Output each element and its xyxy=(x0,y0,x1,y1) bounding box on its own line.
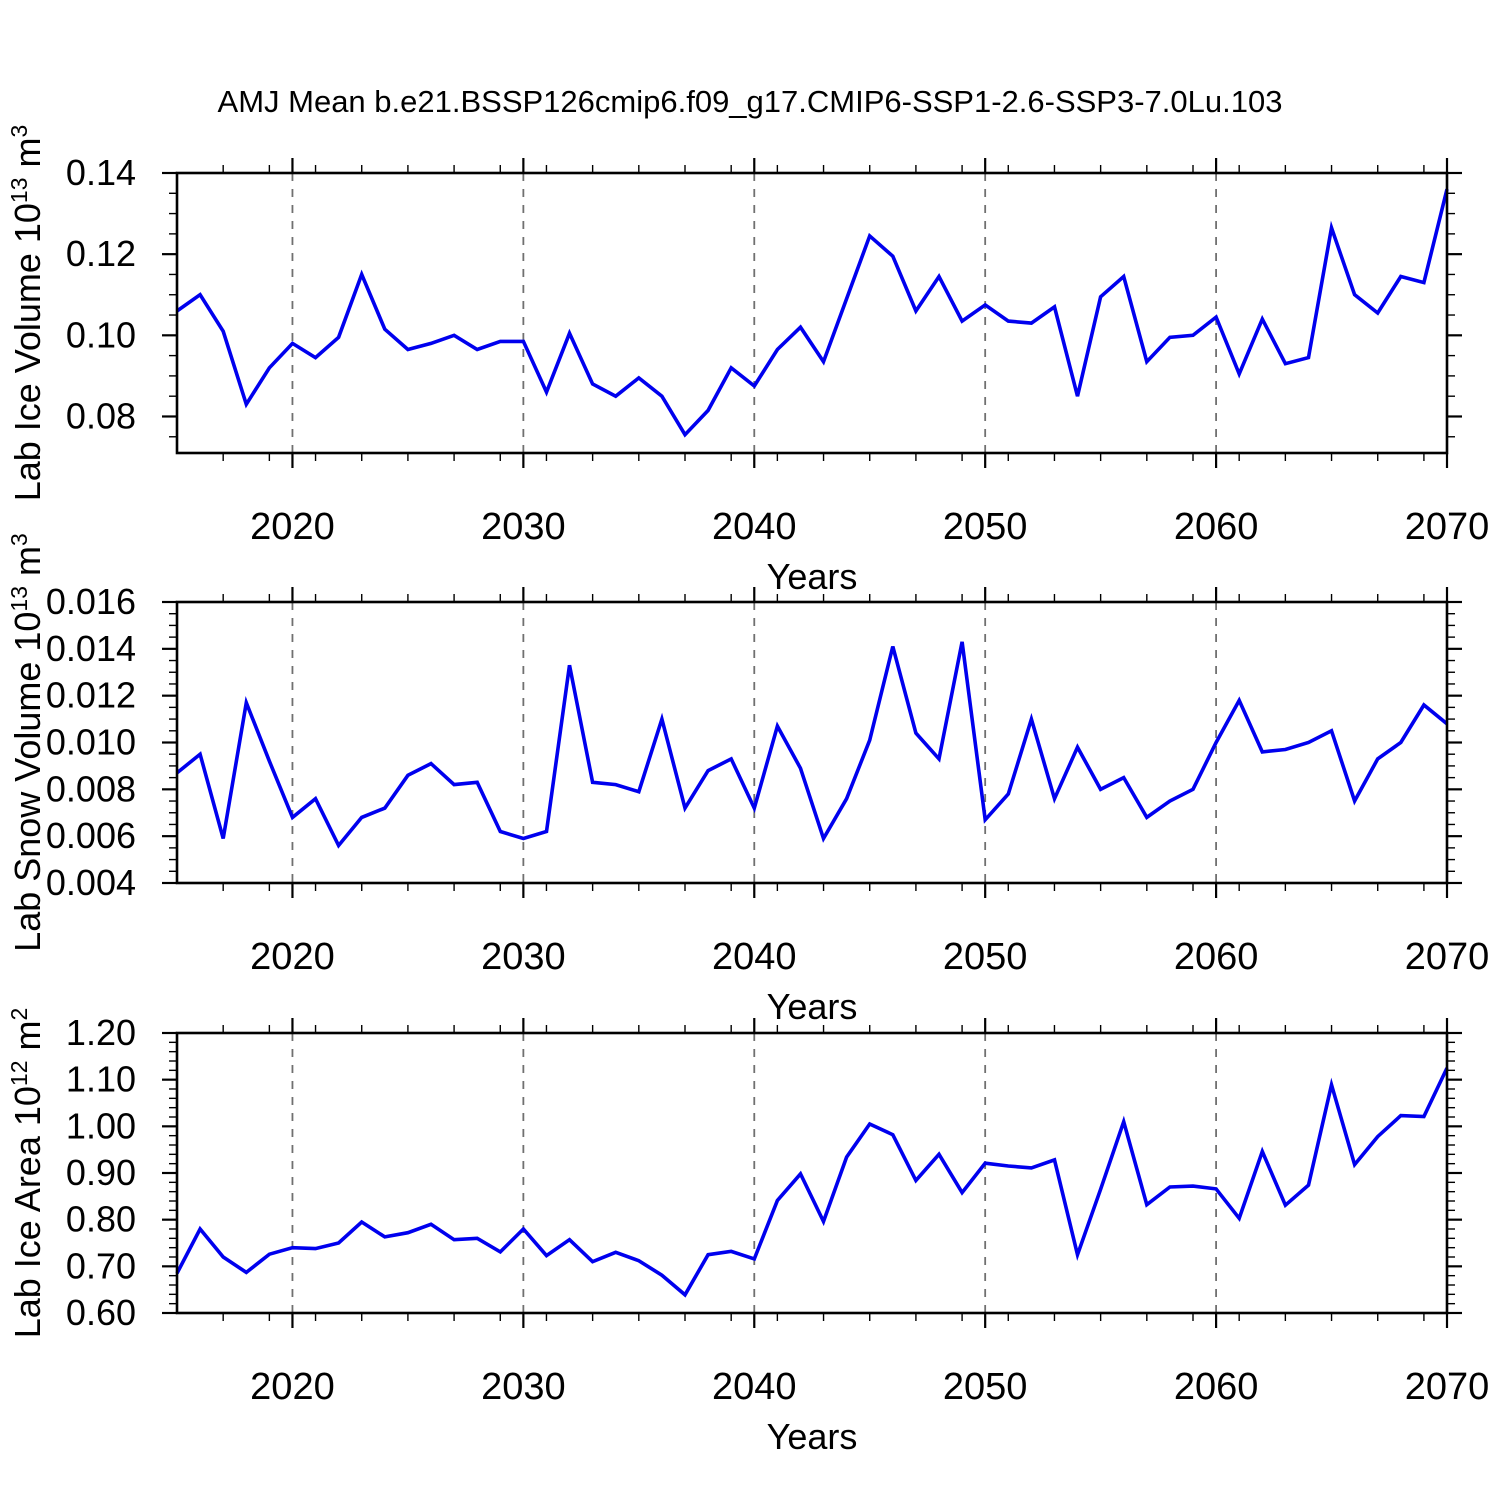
x-axis-title: Years xyxy=(767,556,858,597)
y-tick-label: 1.10 xyxy=(66,1059,136,1100)
x-tick-labels: 2020 2030 2040 2050 2060 2070 xyxy=(250,1366,1489,1408)
y-axis-title: Lab Ice Volume 1013​ m3​ xyxy=(6,125,48,502)
y-tick-label: 0.012 xyxy=(46,675,136,716)
y-tick-label: 0.08 xyxy=(66,395,136,436)
x-tick-label: 2030 xyxy=(481,936,566,978)
x-tick-label: 2040 xyxy=(712,936,797,978)
x-tick-label: 2050 xyxy=(943,506,1028,548)
y-ticks xyxy=(162,171,1462,438)
x-tick-label: 2060 xyxy=(1174,506,1259,548)
gridlines xyxy=(291,602,1217,883)
x-ticks xyxy=(222,158,1449,468)
y-tick-label: 0.14 xyxy=(66,152,136,193)
x-tick-label: 2040 xyxy=(712,1366,797,1408)
y-tick-label: 1.20 xyxy=(66,1012,136,1053)
x-ticks xyxy=(222,1018,1449,1328)
x-tick-label: 2050 xyxy=(943,936,1028,978)
y-tick-label: 1.00 xyxy=(66,1105,136,1146)
y-tick-label: 0.006 xyxy=(46,815,136,856)
x-tick-label: 2020 xyxy=(250,506,335,548)
axis-frame xyxy=(175,171,1449,455)
x-tick-label: 2060 xyxy=(1174,936,1259,978)
gridlines xyxy=(291,1033,1217,1313)
x-tick-labels: 2020 2030 2040 2050 2060 2070 xyxy=(250,506,1489,548)
y-tick-labels: 0.08 0.10 0.12 0.14 xyxy=(66,152,136,436)
y-tick-label: 0.010 xyxy=(46,722,136,763)
y-tick-label: 0.90 xyxy=(66,1152,136,1193)
lab-ice-area-panel: 0.60 0.70 0.80 0.90 1.00 1.10 1.20 2020 2030 2040… xyxy=(6,1008,1489,1457)
x-tick-label: 2030 xyxy=(481,1366,566,1408)
gridlines xyxy=(291,173,1217,453)
x-tick-label: 2060 xyxy=(1174,1366,1259,1408)
y-tick-label: 0.12 xyxy=(66,233,136,274)
lab-ice-volume-panel: 0.08 0.10 0.12 0.14 2020 2030 2040 2050 2060 2070… xyxy=(6,125,1489,597)
y-tick-label: 0.014 xyxy=(46,628,136,669)
x-tick-label: 2030 xyxy=(481,506,566,548)
y-tick-label: 0.004 xyxy=(46,862,136,903)
y-tick-label: 0.008 xyxy=(46,768,136,809)
x-ticks xyxy=(222,587,1449,898)
x-tick-label: 2070 xyxy=(1405,1366,1490,1408)
lab-ice-area-line xyxy=(175,1067,1449,1298)
x-tick-label: 2020 xyxy=(250,936,335,978)
y-tick-labels: 0.004 0.006 0.008 0.010 0.012 0.014 0.016 xyxy=(46,581,136,903)
y-tick-label: 0.016 xyxy=(46,581,136,622)
y-axis-title: Lab Ice Area 1012​ m2​ xyxy=(6,1008,48,1339)
y-tick-label: 0.10 xyxy=(66,314,136,355)
x-axis-title: Years xyxy=(767,986,858,1027)
x-tick-labels: 2020 2030 2040 2050 2060 2070 xyxy=(250,936,1489,978)
x-tick-label: 2020 xyxy=(250,1366,335,1408)
x-tick-label: 2070 xyxy=(1405,506,1490,548)
chart-title: AMJ Mean b.e21.BSSP126cmip6.f09_g17.CMIP… xyxy=(218,84,1283,119)
x-tick-label: 2050 xyxy=(943,1366,1028,1408)
x-tick-label: 2040 xyxy=(712,506,797,548)
y-axis-title: Lab Snow Volume 1013​ m3​ xyxy=(6,533,48,952)
y-ticks xyxy=(162,600,1462,885)
y-tick-label: 0.60 xyxy=(66,1292,136,1333)
y-tick-label: 0.80 xyxy=(66,1199,136,1240)
x-tick-label: 2070 xyxy=(1405,936,1490,978)
lab-snow-volume-line xyxy=(175,641,1449,849)
lab-ice-volume-line xyxy=(175,188,1449,438)
y-tick-labels: 0.60 0.70 0.80 0.90 1.00 1.10 1.20 xyxy=(66,1012,136,1333)
y-tick-label: 0.70 xyxy=(66,1245,136,1286)
y-ticks xyxy=(162,1031,1462,1315)
x-axis-title: Years xyxy=(767,1416,858,1457)
